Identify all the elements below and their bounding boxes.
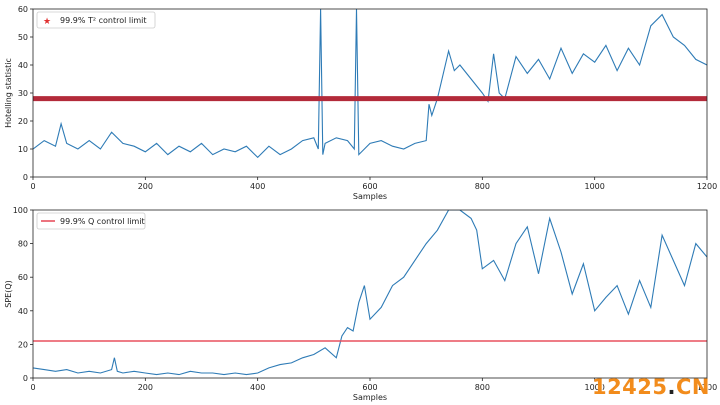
x-tick-label: 200 bbox=[138, 383, 153, 392]
x-tick-label: 800 bbox=[475, 383, 490, 392]
x-tick-label: 1200 bbox=[697, 182, 717, 191]
x-tick-label: 0 bbox=[30, 383, 35, 392]
site-watermark: 12425.CN bbox=[592, 375, 710, 399]
watermark-dot: . bbox=[667, 375, 676, 399]
x-axis-label: Samples bbox=[353, 192, 387, 201]
data-series-line bbox=[33, 9, 707, 159]
x-tick-label: 600 bbox=[362, 383, 377, 392]
x-tick-label: 400 bbox=[250, 383, 265, 392]
x-tick-label: 400 bbox=[250, 182, 265, 191]
y-tick-label: 40 bbox=[18, 61, 28, 70]
y-tick-label: 40 bbox=[18, 307, 28, 316]
x-tick-label: 1000 bbox=[584, 182, 604, 191]
data-series-line bbox=[33, 210, 707, 376]
y-tick-label: 60 bbox=[18, 5, 28, 14]
legend-box bbox=[36, 11, 156, 29]
x-tick-label: 0 bbox=[30, 182, 35, 191]
x-axis-label: Samples bbox=[353, 393, 387, 402]
spe-chart-panel: 0 200 400 600 800 1000 1200 0 20 40 60 80 100 Samples… bbox=[4, 206, 717, 402]
watermark-number: 12425 bbox=[591, 375, 668, 399]
y-axis-label: Hotelling statistic bbox=[4, 58, 13, 128]
x-tick-label: 200 bbox=[138, 182, 153, 191]
y-tick-label: 0 bbox=[23, 374, 28, 383]
y-tick-label: 0 bbox=[23, 173, 28, 182]
x-tick-label: 1200 bbox=[697, 383, 717, 392]
y-tick-label: 30 bbox=[18, 89, 28, 98]
legend-label: 99.9% T² control limit bbox=[60, 16, 146, 25]
y-tick-label: 20 bbox=[18, 340, 28, 349]
x-tick-label: 1000 bbox=[584, 383, 604, 392]
watermark-tld: CN bbox=[676, 375, 710, 399]
legend-box bbox=[36, 212, 146, 230]
legend-label: 99.9% Q control limit bbox=[60, 217, 145, 226]
plot-frame bbox=[32, 209, 708, 379]
x-tick-label: 600 bbox=[362, 182, 377, 191]
plot-frame bbox=[32, 8, 708, 178]
y-tick-label: 20 bbox=[18, 117, 28, 126]
y-tick-label: 80 bbox=[18, 240, 28, 249]
hotelling-chart-panel: 0 200 400 600 800 1000 1200 0 10 20 30 40 50 60 Sample… bbox=[4, 5, 717, 201]
y-axis-label: SPE(Q) bbox=[4, 280, 13, 308]
y-tick-label: 10 bbox=[18, 145, 28, 154]
y-tick-label: 60 bbox=[18, 273, 28, 282]
legend-star-marker: ★ bbox=[43, 17, 51, 27]
y-tick-label: 50 bbox=[18, 33, 28, 42]
x-tick-label: 800 bbox=[475, 182, 490, 191]
y-tick-label: 100 bbox=[13, 206, 28, 215]
